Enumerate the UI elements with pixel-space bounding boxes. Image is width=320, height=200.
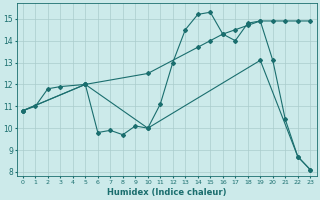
X-axis label: Humidex (Indice chaleur): Humidex (Indice chaleur) — [107, 188, 226, 197]
